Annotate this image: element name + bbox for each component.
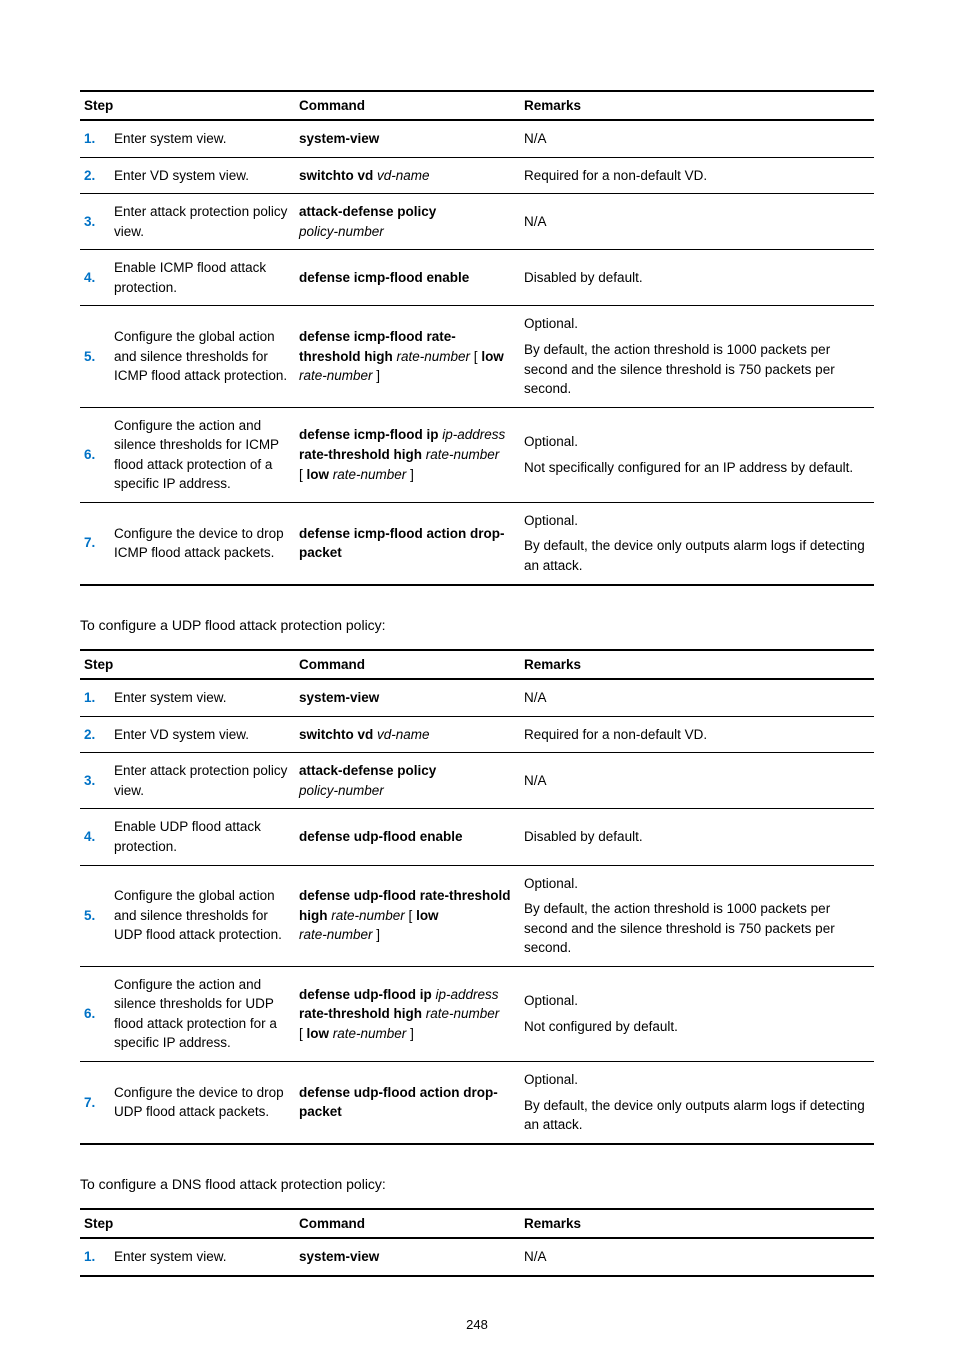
table-row: 3.Enter attack protection policy view.at… <box>80 753 874 809</box>
command-cell: defense icmp-flood enable <box>295 250 520 306</box>
step-description: Configure the device to drop ICMP flood … <box>110 502 295 584</box>
step-description: Enter system view. <box>110 120 295 157</box>
remarks-cell: N/A <box>520 194 874 250</box>
col-header-command: Command <box>295 650 520 679</box>
command-cell: system-view <box>295 679 520 716</box>
step-number: 2. <box>80 157 110 194</box>
col-header-remarks: Remarks <box>520 650 874 679</box>
step-number: 3. <box>80 194 110 250</box>
table-row: 4.Enable UDP flood attack protection.def… <box>80 809 874 865</box>
table-row: 6.Configure the action and silence thres… <box>80 966 874 1061</box>
col-header-remarks: Remarks <box>520 1209 874 1238</box>
table-row: 7.Configure the device to drop UDP flood… <box>80 1062 874 1144</box>
remarks-cell: N/A <box>520 753 874 809</box>
col-header-command: Command <box>295 1209 520 1238</box>
command-cell: defense icmp-flood rate-threshold high r… <box>295 306 520 407</box>
step-number: 1. <box>80 120 110 157</box>
col-header-step: Step <box>80 650 295 679</box>
col-header-command: Command <box>295 91 520 120</box>
step-description: Configure the global action and silence … <box>110 306 295 407</box>
remarks-cell: Required for a non-default VD. <box>520 157 874 194</box>
step-description: Enable UDP flood attack protection. <box>110 809 295 865</box>
step-number: 6. <box>80 966 110 1061</box>
udp-intro-text: To configure a UDP flood attack protecti… <box>80 616 874 636</box>
command-cell: defense udp-flood enable <box>295 809 520 865</box>
icmp-table: Step Command Remarks 1.Enter system view… <box>80 90 874 586</box>
step-description: Configure the action and silence thresho… <box>110 407 295 502</box>
command-cell: defense udp-flood rate-threshold high ra… <box>295 865 520 966</box>
table-row: 2.Enter VD system view.switchto vd vd-na… <box>80 157 874 194</box>
remarks-cell: Required for a non-default VD. <box>520 716 874 753</box>
col-header-remarks: Remarks <box>520 91 874 120</box>
step-description: Enter VD system view. <box>110 716 295 753</box>
step-number: 4. <box>80 250 110 306</box>
table-row: 5.Configure the global action and silenc… <box>80 306 874 407</box>
command-cell: switchto vd vd-name <box>295 716 520 753</box>
table-header-row: Step Command Remarks <box>80 91 874 120</box>
command-cell: defense icmp-flood ip ip-addressrate-thr… <box>295 407 520 502</box>
remarks-cell: Optional.By default, the action threshol… <box>520 306 874 407</box>
remarks-cell: Optional.By default, the device only out… <box>520 1062 874 1144</box>
table-row: 5.Configure the global action and silenc… <box>80 865 874 966</box>
step-description: Enter system view. <box>110 679 295 716</box>
step-number: 5. <box>80 306 110 407</box>
icmp-table-body: 1.Enter system view.system-viewN/A2.Ente… <box>80 120 874 585</box>
step-number: 1. <box>80 1238 110 1276</box>
command-cell: defense udp-flood action drop-packet <box>295 1062 520 1144</box>
remarks-cell: N/A <box>520 1238 874 1276</box>
step-number: 2. <box>80 716 110 753</box>
table-row: 1.Enter system view.system-viewN/A <box>80 1238 874 1276</box>
table-row: 4.Enable ICMP flood attack protection.de… <box>80 250 874 306</box>
remarks-cell: Optional.By default, the device only out… <box>520 502 874 584</box>
table-row: 1.Enter system view.system-viewN/A <box>80 120 874 157</box>
table-header-row: Step Command Remarks <box>80 650 874 679</box>
step-description: Enter attack protection policy view. <box>110 753 295 809</box>
step-number: 7. <box>80 1062 110 1144</box>
col-header-step: Step <box>80 91 295 120</box>
remarks-cell: Optional.By default, the action threshol… <box>520 865 874 966</box>
command-cell: attack-defense policypolicy-number <box>295 194 520 250</box>
table-row: 7.Configure the device to drop ICMP floo… <box>80 502 874 584</box>
step-description: Enable ICMP flood attack protection. <box>110 250 295 306</box>
col-header-step: Step <box>80 1209 295 1238</box>
remarks-cell: Disabled by default. <box>520 250 874 306</box>
page-number: 248 <box>80 1317 874 1332</box>
command-cell: defense icmp-flood action drop-packet <box>295 502 520 584</box>
step-number: 1. <box>80 679 110 716</box>
table-header-row: Step Command Remarks <box>80 1209 874 1238</box>
remarks-cell: N/A <box>520 120 874 157</box>
step-number: 3. <box>80 753 110 809</box>
remarks-cell: N/A <box>520 679 874 716</box>
command-cell: attack-defense policypolicy-number <box>295 753 520 809</box>
udp-table: Step Command Remarks 1.Enter system view… <box>80 649 874 1145</box>
step-description: Configure the action and silence thresho… <box>110 966 295 1061</box>
step-number: 7. <box>80 502 110 584</box>
dns-table: Step Command Remarks 1.Enter system view… <box>80 1208 874 1277</box>
table-row: 1.Enter system view.system-viewN/A <box>80 679 874 716</box>
table-row: 2.Enter VD system view.switchto vd vd-na… <box>80 716 874 753</box>
command-cell: defense udp-flood ip ip-addressrate-thre… <box>295 966 520 1061</box>
command-cell: system-view <box>295 1238 520 1276</box>
table-row: 6.Configure the action and silence thres… <box>80 407 874 502</box>
dns-intro-text: To configure a DNS flood attack protecti… <box>80 1175 874 1195</box>
step-description: Configure the device to drop UDP flood a… <box>110 1062 295 1144</box>
step-number: 5. <box>80 865 110 966</box>
step-number: 4. <box>80 809 110 865</box>
document-page: Step Command Remarks 1.Enter system view… <box>0 0 954 1372</box>
udp-table-body: 1.Enter system view.system-viewN/A2.Ente… <box>80 679 874 1144</box>
step-number: 6. <box>80 407 110 502</box>
table-row: 3.Enter attack protection policy view.at… <box>80 194 874 250</box>
step-description: Enter VD system view. <box>110 157 295 194</box>
step-description: Enter system view. <box>110 1238 295 1276</box>
command-cell: system-view <box>295 120 520 157</box>
step-description: Configure the global action and silence … <box>110 865 295 966</box>
step-description: Enter attack protection policy view. <box>110 194 295 250</box>
remarks-cell: Optional.Not configured by default. <box>520 966 874 1061</box>
command-cell: switchto vd vd-name <box>295 157 520 194</box>
dns-table-body: 1.Enter system view.system-viewN/A <box>80 1238 874 1276</box>
remarks-cell: Optional.Not specifically configured for… <box>520 407 874 502</box>
remarks-cell: Disabled by default. <box>520 809 874 865</box>
